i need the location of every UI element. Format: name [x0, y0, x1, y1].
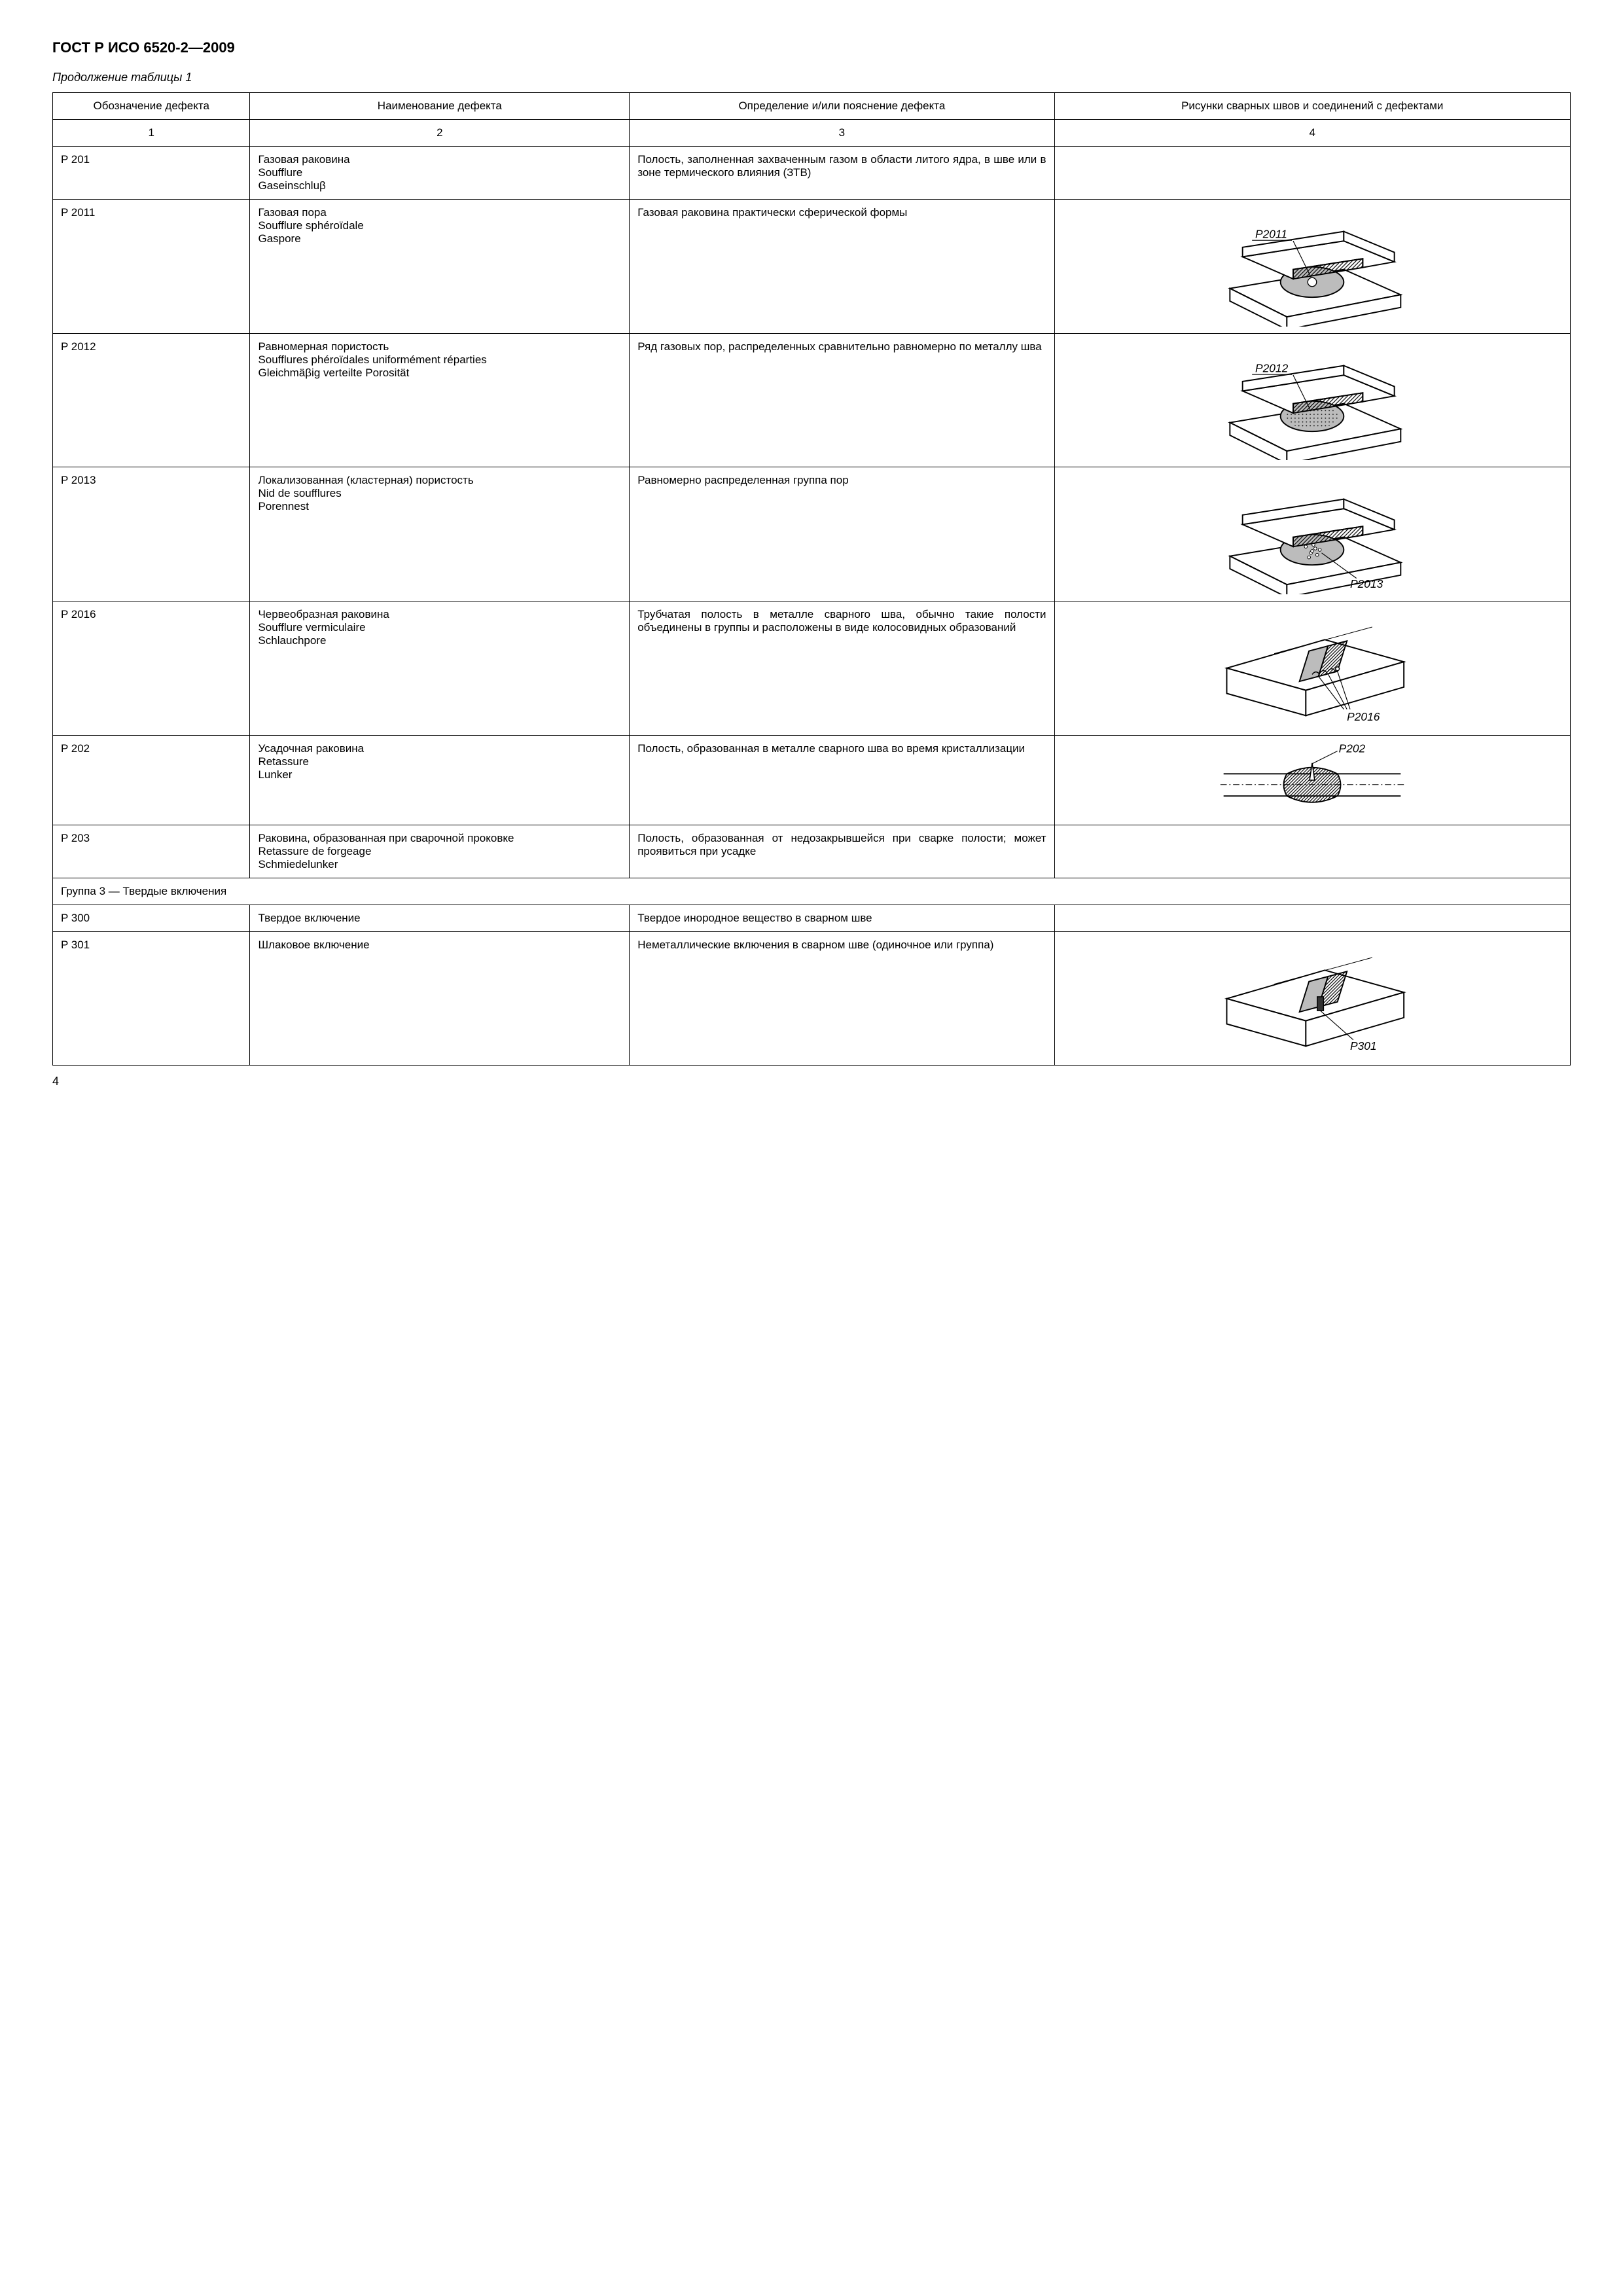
- cell-name: Твердое включение: [250, 905, 630, 931]
- cell-code: P 301: [53, 931, 250, 1066]
- diagram-P2013: P2013: [1217, 474, 1407, 594]
- table-row: P 2011 Газовая пораSoufflure sphéroïdale…: [53, 200, 1571, 334]
- diagram-P2011: P2011: [1217, 206, 1407, 327]
- svg-text:P202: P202: [1339, 742, 1366, 755]
- col-num-4: 4: [1054, 120, 1570, 147]
- group-label: Группа 3 — Твердые включения: [53, 878, 1571, 905]
- cell-diagram: P301: [1054, 931, 1570, 1066]
- col-num-1: 1: [53, 120, 250, 147]
- table-row: P 2012 Равномерная пористостьSoufflures …: [53, 333, 1571, 467]
- cell-name: Шлаковое включение: [250, 931, 630, 1066]
- col-num-2: 2: [250, 120, 630, 147]
- svg-text:P2013: P2013: [1350, 577, 1383, 590]
- col-header-def: Определение и/или пояснение дефекта: [630, 93, 1054, 120]
- cell-diagram: P2016: [1054, 601, 1570, 735]
- cell-def: Неметаллические включения в сварном шве …: [630, 931, 1054, 1066]
- cell-diagram: [1054, 147, 1570, 200]
- header-row: Обозначение дефекта Наименование дефекта…: [53, 93, 1571, 120]
- svg-text:P2012: P2012: [1255, 361, 1289, 374]
- col-header-diagram: Рисунки сварных швов и соединений с дефе…: [1054, 93, 1570, 120]
- table-row: P 2016 Червеобразная раковинаSoufflure v…: [53, 601, 1571, 735]
- cell-code: P 2016: [53, 601, 250, 735]
- svg-text:P2011: P2011: [1255, 227, 1287, 240]
- group-row: Группа 3 — Твердые включения: [53, 878, 1571, 905]
- diagram-P2016: P2016: [1217, 608, 1407, 728]
- cell-diagram: [1054, 825, 1570, 878]
- cell-diagram: [1054, 905, 1570, 931]
- cell-diagram: P2013: [1054, 467, 1570, 601]
- cell-code: P 2011: [53, 200, 250, 334]
- table-row: P 203 Раковина, образованная при сварочн…: [53, 825, 1571, 878]
- diagram-P301: P301: [1217, 939, 1407, 1059]
- number-row: 1 2 3 4: [53, 120, 1571, 147]
- col-header-name: Наименование дефекта: [250, 93, 630, 120]
- cell-name: Газовая пораSoufflure sphéroïdaleGaspore: [250, 200, 630, 334]
- table-caption: Продолжение таблицы 1: [52, 71, 1571, 84]
- cell-def: Полость, заполненная захва­ченным газом …: [630, 147, 1054, 200]
- cell-name: Червеобразная раковинаSoufflure vermicul…: [250, 601, 630, 735]
- cell-name: Раковина, образованная при сварочной про…: [250, 825, 630, 878]
- cell-def: Твердое инородное вещест­во в сварном шв…: [630, 905, 1054, 931]
- cell-def: Полость, образованная в ме­талле сварног…: [630, 735, 1054, 825]
- svg-text:P2016: P2016: [1347, 710, 1380, 723]
- cell-def: Трубчатая полость в металле сварного шва…: [630, 601, 1054, 735]
- cell-def: Газовая раковина практичес­ки сферическо…: [630, 200, 1054, 334]
- cell-name: Равномерная пористостьSoufflures phéroïd…: [250, 333, 630, 467]
- cell-def: Равномерно распределенная группа пор: [630, 467, 1054, 601]
- doc-title: ГОСТ Р ИСО 6520-2—2009: [52, 39, 1571, 56]
- cell-code: P 2012: [53, 333, 250, 467]
- table-row: P 2013 Локализованная (клас­терная) пори…: [53, 467, 1571, 601]
- cell-code: P 202: [53, 735, 250, 825]
- cell-code: P 203: [53, 825, 250, 878]
- table-row: P 301 Шлаковое включение Неметаллические…: [53, 931, 1571, 1066]
- cell-name: Усадочная раковинаRetassureLunker: [250, 735, 630, 825]
- cell-def: Полость, образованная от не­дозакрывшейс…: [630, 825, 1054, 878]
- cell-name: Газовая раковинаSoufflureGaseinschluβ: [250, 147, 630, 200]
- col-num-3: 3: [630, 120, 1054, 147]
- cell-code: P 300: [53, 905, 250, 931]
- svg-text:P301: P301: [1350, 1039, 1377, 1052]
- table-row: P 202 Усадочная раковинаRetassureLunker …: [53, 735, 1571, 825]
- cell-diagram: P2012: [1054, 333, 1570, 467]
- diagram-P2012: P2012: [1217, 340, 1407, 461]
- defects-table: Обозначение дефекта Наименование дефекта…: [52, 92, 1571, 1066]
- cell-diagram: P202: [1054, 735, 1570, 825]
- cell-diagram: P2011: [1054, 200, 1570, 334]
- table-row: P 300 Твердое включение Твердое инородно…: [53, 905, 1571, 931]
- page-number: 4: [52, 1075, 1571, 1088]
- cell-name: Локализованная (клас­терная) пористостьN…: [250, 467, 630, 601]
- col-header-code: Обозначение дефекта: [53, 93, 250, 120]
- diagram-P202: P202: [1217, 742, 1407, 818]
- table-row: P 201 Газовая раковинаSoufflureGaseinsch…: [53, 147, 1571, 200]
- cell-def: Ряд газовых пор, распреде­ленных сравнит…: [630, 333, 1054, 467]
- cell-code: P 201: [53, 147, 250, 200]
- cell-code: P 2013: [53, 467, 250, 601]
